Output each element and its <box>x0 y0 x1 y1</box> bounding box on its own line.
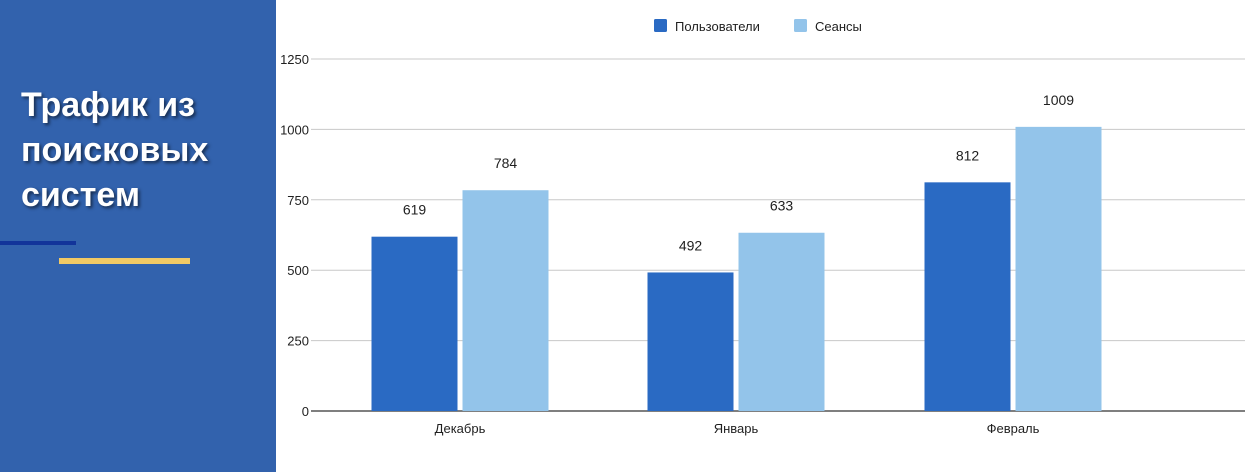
bar-sessions <box>738 232 825 411</box>
y-tick-label: 1000 <box>280 122 309 137</box>
side-panel: Трафик из поисковых систем <box>0 0 276 472</box>
y-tick-label: 500 <box>287 263 309 278</box>
legend: Пользователи Сеансы <box>654 19 862 34</box>
label-layer: 0 250 500 750 1000 1250 619 784 Декабрь 492 633 Янв… <box>280 52 1074 436</box>
legend-label-sessions: Сеансы <box>815 19 862 34</box>
chart-area: 0 250 500 750 1000 1250 619 784 Декабрь 492 633 Янв… <box>276 0 1260 472</box>
bar-users <box>647 272 734 411</box>
legend-swatch-sessions <box>794 19 807 32</box>
data-label: 784 <box>494 155 518 171</box>
bar-layer <box>371 126 1102 411</box>
bar-sessions <box>462 190 549 411</box>
legend-swatch-users <box>654 19 667 32</box>
data-label: 1009 <box>1043 92 1074 108</box>
bar-users <box>924 182 1011 411</box>
slide-title: Трафик из поисковых систем <box>21 86 209 214</box>
y-tick-label: 0 <box>302 404 309 419</box>
data-label: 492 <box>679 237 703 253</box>
x-tick-label: Январь <box>714 421 759 436</box>
y-tick-label: 750 <box>287 193 309 208</box>
x-tick-label: Февраль <box>987 421 1040 436</box>
bar-users <box>371 236 458 411</box>
data-label: 812 <box>956 147 980 163</box>
decorative-line-dark <box>0 241 76 245</box>
bar-chart: 0 250 500 750 1000 1250 619 784 Декабрь 492 633 Янв… <box>280 19 1245 436</box>
bar-sessions <box>1015 126 1102 411</box>
legend-label-users: Пользователи <box>675 19 760 34</box>
data-label: 619 <box>403 202 427 218</box>
decorative-line-gold <box>59 258 190 264</box>
x-tick-label: Декабрь <box>435 421 486 436</box>
y-tick-label: 250 <box>287 334 309 349</box>
y-tick-label: 1250 <box>280 52 309 67</box>
data-label: 633 <box>770 198 794 214</box>
